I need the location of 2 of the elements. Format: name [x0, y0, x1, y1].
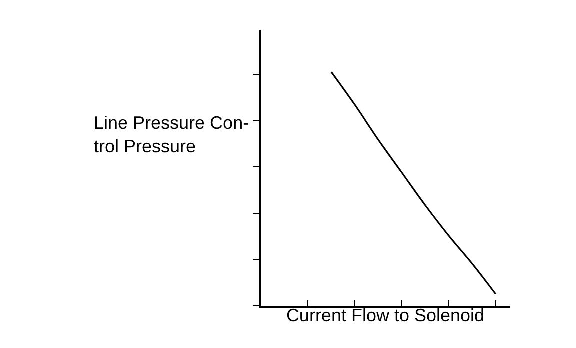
x-axis-title: Current Flow to Solenoid [286, 305, 485, 326]
y-axis-title: Line Pressure Con- trol Pressure [94, 113, 250, 156]
